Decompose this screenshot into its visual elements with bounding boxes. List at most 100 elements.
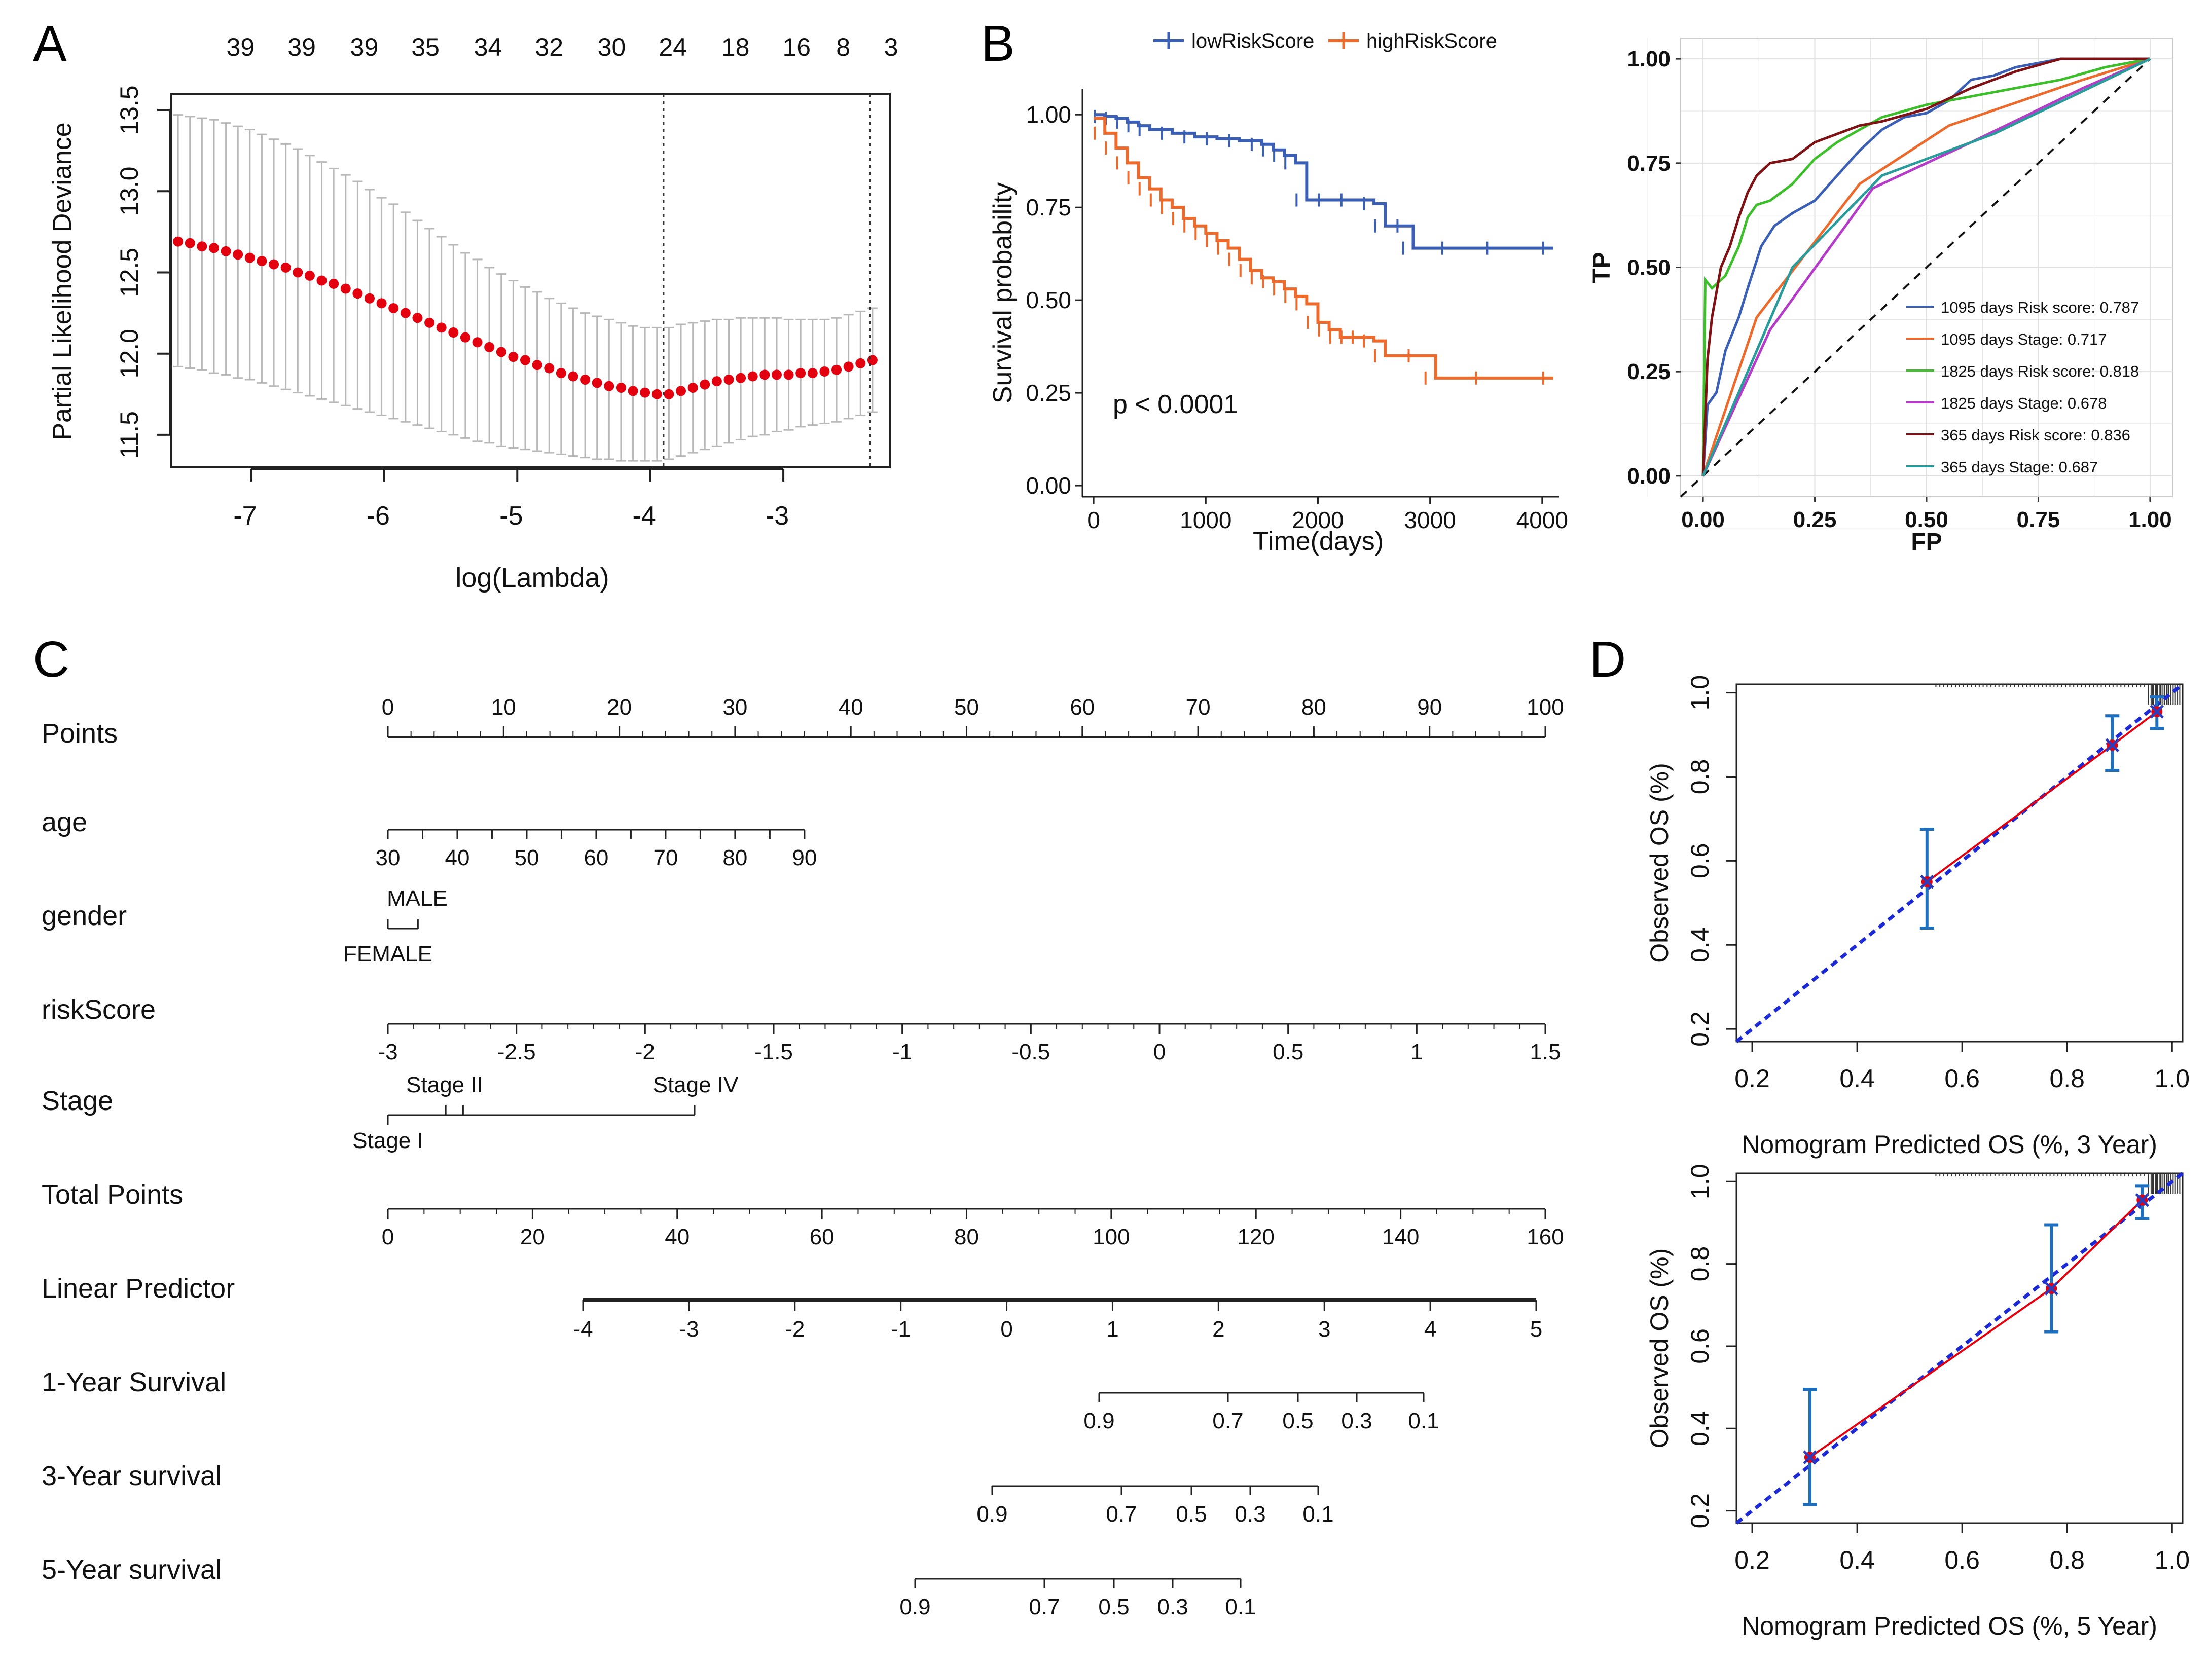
scale-tick-label: 0.1 bbox=[1302, 1502, 1333, 1527]
panel-label-d: D bbox=[1589, 631, 1626, 688]
scale-tick-label: 30 bbox=[376, 845, 401, 870]
data-point bbox=[807, 368, 818, 379]
x-tick-label: -7 bbox=[233, 501, 257, 531]
y-tick-label: 13.5 bbox=[115, 85, 143, 134]
data-point bbox=[867, 355, 878, 365]
scale-tick-label: 0.1 bbox=[1225, 1595, 1256, 1619]
panel-label-c: C bbox=[33, 631, 69, 688]
data-point bbox=[568, 371, 578, 382]
data-point bbox=[508, 352, 519, 362]
scale-tick-label: -1 bbox=[891, 1317, 911, 1342]
top-variable-count-label: 3 bbox=[884, 33, 898, 61]
scale-tick-label: 0.9 bbox=[899, 1595, 930, 1619]
data-point bbox=[736, 373, 746, 383]
y-axis-label: TP bbox=[1588, 252, 1615, 283]
panel-a-lasso-cv-plot: -7 -6 -5 -4 -3 log(Lambda) 11.5 12.0 12.5 13.0 13.… bbox=[48, 33, 898, 593]
data-point bbox=[244, 252, 255, 263]
nomogram-row-label: age bbox=[42, 807, 87, 837]
scale-tick-label: 0 bbox=[382, 1225, 394, 1249]
roc-curve bbox=[1701, 57, 2150, 476]
x-tick-label: 0.75 bbox=[2017, 507, 2060, 532]
scale-tick-label: 90 bbox=[1417, 695, 1442, 720]
data-point bbox=[257, 256, 267, 267]
legend-label: highRiskScore bbox=[1366, 30, 1497, 52]
top-variable-count-label: 18 bbox=[721, 33, 750, 61]
data-point bbox=[640, 387, 650, 398]
scale-tick-label: 1.5 bbox=[1530, 1040, 1561, 1064]
y-axis-label: Observed OS (%) bbox=[1645, 763, 1674, 963]
corrected-point bbox=[1803, 1450, 1817, 1464]
ideal-calibration-line bbox=[1735, 1172, 2184, 1525]
nomogram-row-label: gender bbox=[42, 901, 127, 931]
y-tick-label: 0.6 bbox=[1686, 843, 1714, 879]
x-axis-label: Nomogram Predicted OS (%, 3 Year) bbox=[1742, 1130, 2157, 1159]
legend-label: 1825 days Risk score: 0.818 bbox=[1941, 362, 2139, 380]
scale-tick-label: 0 bbox=[1000, 1317, 1012, 1342]
data-point bbox=[173, 236, 184, 247]
y-tick-label: 0.6 bbox=[1686, 1328, 1714, 1364]
nomogram-row-label: Stage bbox=[42, 1086, 113, 1116]
data-point bbox=[233, 249, 243, 260]
level-label: MALE bbox=[387, 886, 448, 911]
nomogram-row-label: Total Points bbox=[42, 1179, 183, 1210]
y-tick-label: 0.25 bbox=[1627, 359, 1671, 384]
data-point bbox=[676, 386, 686, 396]
x-tick-label: 1.0 bbox=[2155, 1546, 2190, 1574]
scale-tick-label: 140 bbox=[1382, 1225, 1419, 1249]
scale-tick-label: 1 bbox=[1106, 1317, 1118, 1342]
x-tick-label: 0.8 bbox=[2049, 1064, 2085, 1093]
top-variable-count-label: 30 bbox=[598, 33, 626, 61]
scale-tick-label: 0.5 bbox=[1282, 1409, 1313, 1433]
data-point bbox=[843, 361, 854, 372]
y-tick-label: 1.0 bbox=[1686, 675, 1714, 711]
scale-tick-label: 120 bbox=[1238, 1225, 1275, 1249]
scale-tick-label: 20 bbox=[520, 1225, 545, 1249]
scale-tick-label: 100 bbox=[1527, 695, 1564, 720]
scale-tick-label: -3 bbox=[378, 1040, 397, 1064]
x-tick-label: 2000 bbox=[1292, 507, 1344, 533]
data-point bbox=[783, 369, 794, 380]
data-point bbox=[747, 371, 758, 382]
data-point bbox=[400, 308, 411, 318]
legend-label: 1095 days Risk score: 0.787 bbox=[1941, 299, 2139, 316]
scale-tick-label: 0.1 bbox=[1408, 1409, 1439, 1433]
scale-tick-label: 0 bbox=[1153, 1040, 1166, 1064]
nomogram-row-label: Points bbox=[42, 718, 118, 749]
scale-tick-label: 0.3 bbox=[1341, 1409, 1372, 1433]
y-tick-label: 12.5 bbox=[115, 248, 143, 297]
scale-tick-label: 0.3 bbox=[1235, 1502, 1265, 1527]
panel-label-a: A bbox=[33, 15, 67, 72]
corrected-point bbox=[2150, 705, 2164, 719]
y-tick-label: 12.0 bbox=[115, 329, 143, 378]
data-point bbox=[460, 332, 470, 343]
data-point bbox=[185, 238, 195, 248]
data-point bbox=[651, 389, 662, 399]
x-tick-label: 0.6 bbox=[1944, 1546, 1980, 1574]
km-curve-lowRiskScore bbox=[1094, 113, 1553, 250]
scale-tick-label: 70 bbox=[1186, 695, 1211, 720]
y-tick-label: 1.0 bbox=[1686, 1164, 1714, 1199]
panel-d-calibration-5-year: 0.2 0.2 0.4 0.4 0.6 0.6 0.8 0.8 1.0 1.0 Nomogram P… bbox=[1645, 1164, 2190, 1640]
scale-tick-label: -4 bbox=[573, 1317, 593, 1342]
top-variable-count-label: 24 bbox=[659, 33, 687, 61]
y-tick-label: 13.0 bbox=[115, 167, 143, 216]
y-tick-label: 1.00 bbox=[1627, 47, 1671, 71]
data-point bbox=[269, 259, 279, 270]
scale-tick-label: 0.7 bbox=[1106, 1502, 1137, 1527]
scale-tick-label: 70 bbox=[653, 845, 678, 870]
data-point bbox=[448, 327, 459, 338]
data-point bbox=[520, 355, 531, 365]
scale-tick-label: 0.9 bbox=[976, 1502, 1007, 1527]
data-point bbox=[544, 363, 555, 374]
x-tick-label: 0.00 bbox=[1681, 507, 1725, 532]
corrected-point bbox=[1920, 875, 1934, 889]
data-point bbox=[197, 241, 207, 252]
y-tick-label: 0.8 bbox=[1686, 1246, 1714, 1282]
data-point bbox=[316, 275, 327, 286]
x-tick-label: 1.00 bbox=[2128, 507, 2172, 532]
x-tick-label: 3000 bbox=[1404, 507, 1456, 533]
level-label: Stage I bbox=[352, 1128, 423, 1153]
scale-tick-label: 0 bbox=[382, 695, 394, 720]
data-point bbox=[711, 376, 722, 387]
data-point bbox=[580, 374, 591, 385]
